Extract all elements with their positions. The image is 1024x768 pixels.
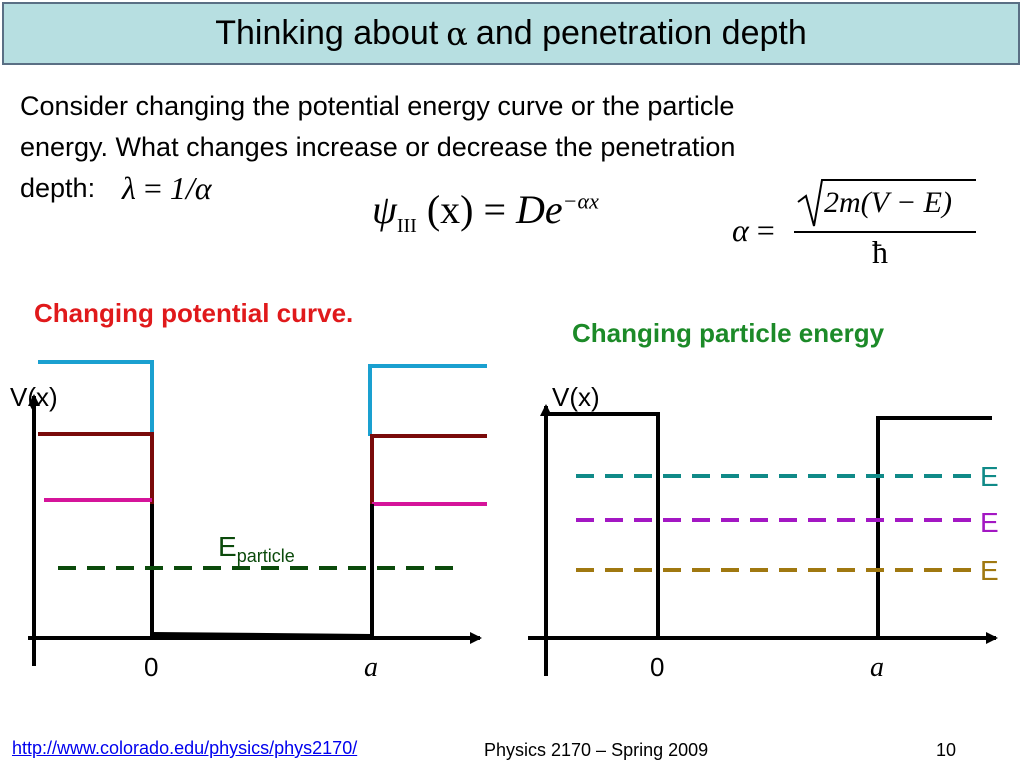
course-website-link[interactable]: http://www.colorado.edu/physics/phys2170… xyxy=(12,738,358,758)
left-y-label: V(x) xyxy=(10,382,58,412)
right-darkred-barrier xyxy=(370,434,487,504)
left-darkred-barrier xyxy=(38,432,154,504)
psi-rhs: De xyxy=(516,187,563,232)
footer-course: Physics 2170 – Spring 2009 xyxy=(484,740,709,760)
left-diagram-heading: Changing potential curve. xyxy=(34,298,354,328)
energy-label-low: E xyxy=(980,555,999,586)
title-alpha-symbol: α xyxy=(446,14,468,53)
energy-label-high: E xyxy=(980,461,999,492)
psi-exponent: −αx xyxy=(562,188,599,214)
left-well-diagram: V(x) 0 a Eparticle xyxy=(10,360,487,683)
title-bar: Thinking about α and penetration depth xyxy=(2,2,1020,65)
body-line-3: depth: xyxy=(20,173,96,203)
alpha-denominator: ħ xyxy=(872,234,888,270)
psi-equation: ψIII (x) = De−αx xyxy=(372,186,599,238)
alpha-equals: = xyxy=(756,212,775,248)
left-width-label: a xyxy=(364,652,378,683)
title-prefix: Thinking about xyxy=(215,14,439,52)
psi-symbol: ψ xyxy=(372,187,397,232)
psi-equals: = xyxy=(483,187,507,232)
body-line-1: Consider changing the potential energy c… xyxy=(20,91,735,121)
body-paragraph: Consider changing the potential energy c… xyxy=(20,86,980,209)
psi-subscript: III xyxy=(396,215,417,237)
alpha-symbol: α xyxy=(732,212,749,248)
particle-energy-label: Eparticle xyxy=(218,531,295,566)
right-y-label: V(x) xyxy=(552,382,600,412)
left-blue-barrier xyxy=(38,360,154,436)
slide-number: 10 xyxy=(936,740,957,760)
lambda-equals: = xyxy=(143,170,162,206)
right-origin-label: 0 xyxy=(650,652,664,682)
lambda-symbol: λ xyxy=(122,170,136,206)
right-width-label: a xyxy=(870,652,884,683)
psi-argument: (x) xyxy=(426,187,474,232)
left-origin-label: 0 xyxy=(144,652,158,682)
energy-label-mid: E xyxy=(980,507,999,538)
lambda-equation: λ = 1/α xyxy=(122,170,212,207)
right-well-diagram: V(x) 0 a E E E xyxy=(528,382,999,683)
title-suffix: and penetration depth xyxy=(475,14,807,52)
alpha-lhs-group: α = xyxy=(732,212,775,249)
lambda-rhs: 1/α xyxy=(169,170,212,206)
right-diagram-heading: Changing particle energy xyxy=(572,318,885,348)
right-blue-barrier xyxy=(368,364,487,436)
body-line-2: energy. What changes increase or decreas… xyxy=(20,132,736,162)
alpha-numerator: 2m(V − E) xyxy=(824,186,952,219)
well-floor xyxy=(151,632,373,638)
